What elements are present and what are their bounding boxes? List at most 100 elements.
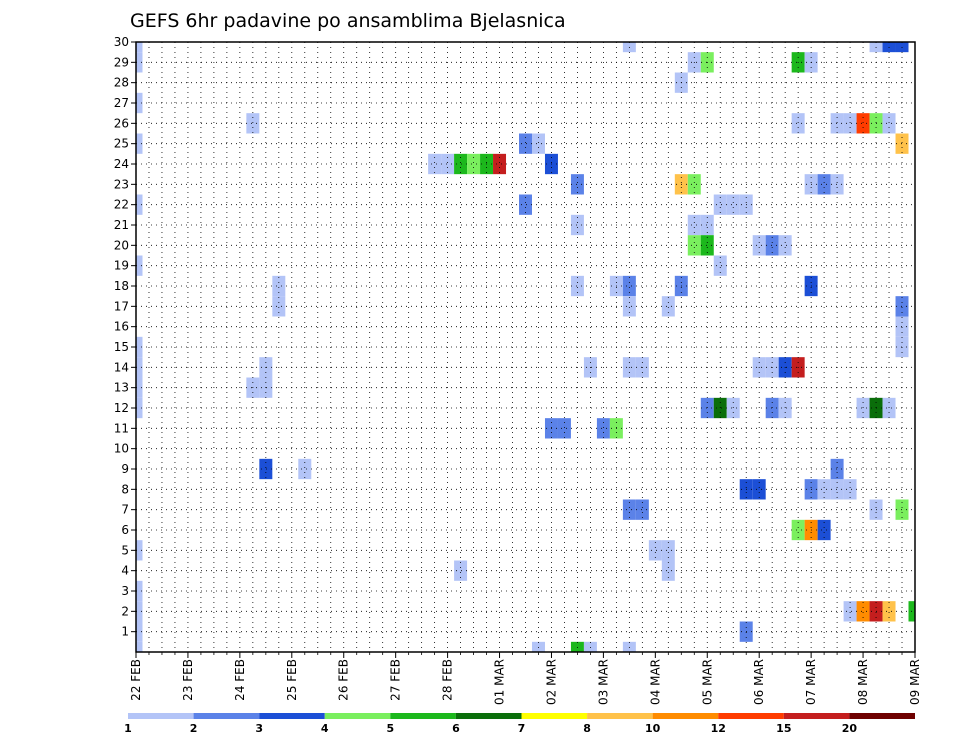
data-cell [700, 235, 714, 256]
data-cell [856, 601, 870, 622]
data-cell [895, 296, 909, 317]
data-cell [791, 519, 805, 541]
x-tick-label: 08 MAR [856, 659, 870, 705]
data-cell [136, 255, 143, 276]
legend-label: 7 [518, 722, 526, 735]
legend-swatch [193, 713, 260, 719]
y-tick-label: 18 [114, 279, 129, 293]
data-cell [843, 601, 857, 622]
data-cell [519, 133, 532, 154]
y-tick-label: 9 [121, 462, 129, 476]
data-cell [752, 235, 766, 256]
data-cell [830, 479, 844, 500]
x-tick-label: 26 FEB [337, 659, 351, 701]
data-cell [882, 601, 896, 622]
data-cell [713, 194, 727, 215]
data-cell [622, 275, 636, 297]
y-tick-label: 3 [121, 584, 129, 598]
data-cell [136, 52, 143, 73]
data-cell [830, 113, 844, 134]
data-cell [830, 458, 844, 480]
x-tick-label: 06 MAR [752, 659, 766, 705]
data-cell [895, 499, 909, 520]
data-cell [583, 641, 597, 652]
data-cell [622, 296, 636, 317]
y-tick-label: 21 [114, 218, 129, 232]
data-cell [531, 641, 545, 652]
y-tick-label: 11 [114, 421, 129, 435]
y-tick-label: 7 [121, 503, 129, 517]
data-cell [635, 499, 649, 520]
data-cell [136, 397, 143, 419]
data-cell [493, 153, 507, 175]
legend-swatch [259, 713, 325, 719]
legend-swatch [587, 713, 653, 719]
y-tick-label: 30 [114, 35, 129, 49]
data-cell [726, 194, 740, 215]
data-cell [817, 174, 831, 195]
data-cell [136, 641, 143, 652]
x-tick-label: 02 MAR [544, 659, 558, 705]
y-tick-label: 2 [121, 604, 129, 618]
y-tick-label: 10 [114, 442, 129, 456]
data-cell [454, 560, 468, 581]
x-tick-label: 09 MAR [908, 659, 922, 705]
y-tick-label: 22 [114, 198, 129, 212]
x-tick-label: 05 MAR [700, 659, 714, 705]
y-tick-label: 14 [114, 360, 129, 374]
data-cell [687, 214, 701, 236]
legend-label: 12 [711, 722, 726, 735]
y-axis: 1234567891011121314151617181920212223242… [114, 35, 136, 639]
data-cell [661, 540, 675, 561]
y-tick-label: 29 [114, 55, 129, 69]
data-cell [570, 641, 584, 652]
y-tick-label: 20 [114, 238, 129, 252]
data-cell [778, 235, 792, 256]
y-tick-label: 17 [114, 299, 129, 313]
legend-label: 10 [645, 722, 661, 735]
x-tick-label: 04 MAR [648, 659, 662, 705]
y-tick-label: 6 [121, 523, 129, 537]
data-cell [648, 540, 662, 561]
data-cell [136, 336, 143, 358]
data-cell [843, 479, 857, 500]
legend-swatch [324, 713, 391, 719]
y-tick-label: 8 [121, 482, 129, 496]
y-tick-label: 19 [114, 259, 129, 273]
legend-swatch [128, 713, 194, 719]
legend-label: 8 [583, 722, 591, 735]
y-tick-label: 12 [114, 401, 129, 415]
chart-title: GEFS 6hr padavine po ansamblima Bjelasni… [130, 10, 566, 32]
y-tick-label: 1 [121, 625, 129, 639]
data-cell [570, 275, 584, 297]
legend-label: 6 [452, 722, 460, 735]
legend-label: 2 [190, 722, 198, 735]
legend-label: 5 [387, 722, 395, 735]
y-tick-label: 26 [114, 116, 129, 130]
data-cell [895, 316, 909, 337]
x-tick-label: 22 FEB [129, 659, 143, 701]
color-legend: 1 2 3 4 5 6 7 8 10 12 15 20 [124, 713, 915, 735]
data-cell [817, 519, 831, 541]
data-cell [765, 235, 779, 256]
y-tick-label: 23 [114, 177, 129, 191]
y-tick-label: 13 [114, 381, 129, 395]
x-axis: 22 FEB 23 FEB 24 FEB 25 FEB 26 FEB 27 FEB 28 F… [129, 652, 922, 705]
data-cell [830, 174, 844, 195]
data-cell [557, 418, 571, 439]
data-cell [454, 153, 468, 175]
y-tick-label: 25 [114, 137, 129, 151]
legend-swatch [521, 713, 588, 719]
data-cell [895, 133, 909, 154]
data-cell [136, 357, 143, 378]
y-tick-label: 28 [114, 76, 129, 90]
y-tick-label: 27 [114, 96, 129, 110]
data-cell [136, 580, 143, 602]
data-cell [570, 214, 584, 236]
x-tick-label: 23 FEB [181, 659, 195, 701]
data-cell [259, 458, 273, 480]
legend-label: 20 [842, 722, 858, 735]
data-cell [298, 458, 312, 480]
data-cell [622, 499, 636, 520]
data-cell [570, 174, 584, 195]
